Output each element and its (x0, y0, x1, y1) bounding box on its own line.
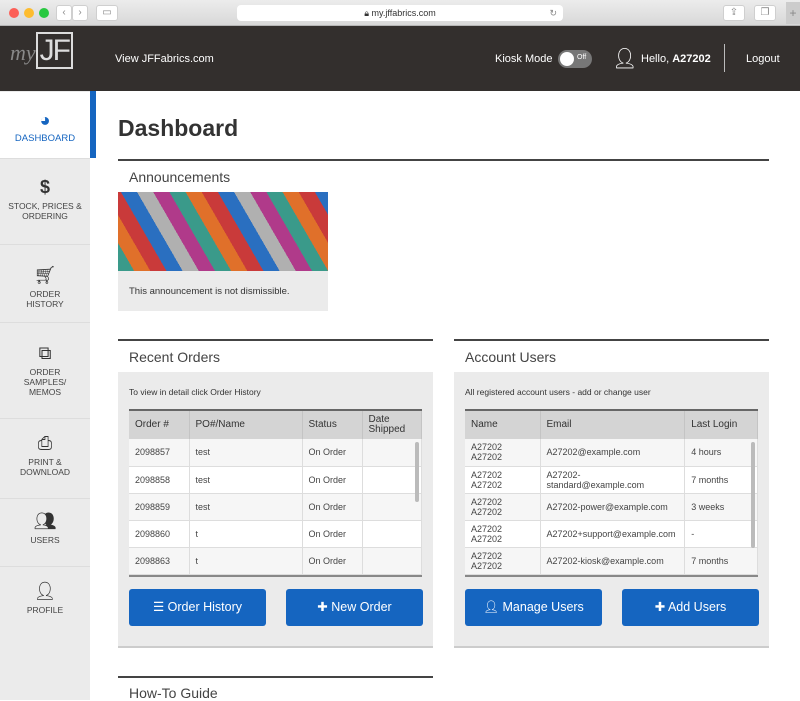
plus-icon: ✚ (654, 600, 668, 614)
page-title: Dashboard (118, 115, 239, 141)
table-row[interactable]: A27202 A27202 A27202+support@example.com - (465, 520, 758, 548)
announcements-heading: Announcements (129, 169, 231, 185)
kiosk-state: Off (577, 54, 587, 61)
table-row[interactable]: A27202 A27202 A27202-kiosk@example.com 7 m… (465, 547, 758, 575)
account-users-table: Name Email Last Login A27202 A27202 A27202@… (465, 409, 758, 577)
divider (118, 339, 433, 341)
site-header: my JF View JFFabrics.com Kiosk Mode Off 👤… (0, 26, 800, 91)
announcement-fabric-image (118, 192, 328, 271)
divider (454, 339, 769, 341)
copy-icon: ⧉ (38, 343, 52, 363)
table-row[interactable]: 2098859 test On Order (129, 493, 422, 521)
column-header[interactable]: Order # (129, 411, 190, 439)
reload-icon[interactable]: ↻ (549, 8, 557, 18)
column-header[interactable]: Last Login (684, 411, 758, 439)
column-header[interactable]: Name (465, 411, 541, 439)
scrollbar[interactable] (415, 442, 419, 502)
table-row[interactable]: A27202 A27202 A27202@example.com 4 hours (465, 439, 758, 467)
minimize-window-button[interactable] (24, 8, 34, 18)
column-header[interactable]: Status (302, 411, 363, 439)
user-icon: 👤︎ (483, 600, 503, 614)
sidebar-toggle-icon[interactable]: ▭ (96, 5, 118, 21)
greeting: Hello, A27202 (641, 53, 711, 65)
browser-toolbar: ‹ › ▭ 🔒︎ my.jffabrics.com ↻ ⇪ ❐ + (0, 0, 800, 26)
back-icon[interactable]: ‹ (56, 5, 72, 21)
user-icon: 👤︎ (612, 48, 638, 70)
column-header[interactable]: Date Shipped (362, 411, 422, 439)
new-tab-icon[interactable]: + (786, 2, 800, 24)
sidebar-item-stock-prices-ordering[interactable]: $ STOCK, PRICES & ORDERING (0, 159, 90, 245)
view-jffabrics-link[interactable]: View JFFabrics.com (115, 53, 214, 65)
kiosk-mode-label: Kiosk Mode (495, 53, 553, 65)
table-row[interactable]: 2098858 test On Order (129, 466, 422, 494)
tachometer-icon: ◕ (39, 110, 51, 130)
scrollbar[interactable] (751, 442, 755, 548)
table-row[interactable]: A27202 A27202 A27202-standard@example.com… (465, 466, 758, 494)
forward-icon[interactable]: › (72, 5, 88, 21)
cart-icon: 🛒︎ (33, 265, 57, 285)
users-icon: 👥︎ (33, 511, 57, 531)
recent-orders-hint: To view in detail click Order History (129, 387, 261, 397)
myjf-logo[interactable]: my JF (10, 32, 73, 69)
new-order-button[interactable]: ✚ New Order (286, 589, 423, 626)
divider (118, 676, 433, 678)
list-icon: ☰ (152, 600, 168, 614)
user-icon: 👤︎ (33, 581, 57, 601)
sidebar-item-dashboard[interactable]: ◕ DASHBOARD (0, 92, 90, 159)
maximize-window-button[interactable] (39, 8, 49, 18)
order-history-button[interactable]: ☰ Order History (129, 589, 266, 626)
close-window-button[interactable] (9, 8, 19, 18)
sidebar-item-users[interactable]: 👥︎ USERS (0, 499, 90, 567)
dollar-icon: $ (39, 177, 50, 197)
tabs-icon[interactable]: ❐ (754, 5, 776, 21)
table-row[interactable]: 2098860 t On Order (129, 520, 422, 548)
sidebar-item-profile[interactable]: 👤︎ PROFILE (0, 567, 90, 635)
address-bar[interactable]: 🔒︎ my.jffabrics.com ↻ (237, 5, 563, 21)
sidebar-item-print-download[interactable]: ⎙ PRINT & DOWNLOAD (0, 419, 90, 499)
username: A27202 (672, 53, 711, 65)
printer-icon: ⎙ (37, 433, 53, 453)
plus-icon: ✚ (317, 600, 332, 614)
account-users-heading: Account Users (465, 349, 557, 365)
share-icon[interactable]: ⇪ (723, 5, 745, 21)
sidebar-item-order-samples-memos[interactable]: ⧉ ORDER SAMPLES/ MEMOS (0, 323, 90, 419)
column-header[interactable]: Email (540, 411, 686, 439)
sidebar-item-order-history[interactable]: 🛒︎ ORDER HISTORY (0, 245, 90, 323)
table-row[interactable]: 2098863 t On Order (129, 547, 422, 575)
how-to-guide-heading: How-To Guide (129, 685, 218, 701)
active-indicator (90, 91, 96, 158)
table-row[interactable]: 2098857 test On Order (129, 439, 422, 467)
account-users-hint: All registered account users - add or ch… (465, 387, 651, 397)
add-users-button[interactable]: ✚ Add Users (622, 589, 759, 626)
lock-icon: 🔒︎ (364, 8, 372, 18)
table-row[interactable]: A27202 A27202 A27202-power@example.com 3 w… (465, 493, 758, 521)
manage-users-button[interactable]: 👤︎ Manage Users (465, 589, 602, 626)
column-header[interactable]: PO#/Name (189, 411, 303, 439)
url-text: my.jffabrics.com (371, 8, 436, 18)
divider (118, 159, 769, 161)
sidebar: ◕ DASHBOARD $ STOCK, PRICES & ORDERING 🛒︎ O… (0, 91, 96, 700)
recent-orders-heading: Recent Orders (129, 349, 221, 365)
kiosk-mode-toggle[interactable]: Off (558, 50, 592, 68)
announcement-text: This announcement is not dismissible. (118, 271, 328, 311)
logout-link[interactable]: Logout (746, 53, 780, 65)
recent-orders-table: Order # PO#/Name Status Date Shipped 209885… (129, 409, 422, 577)
divider (724, 44, 725, 72)
